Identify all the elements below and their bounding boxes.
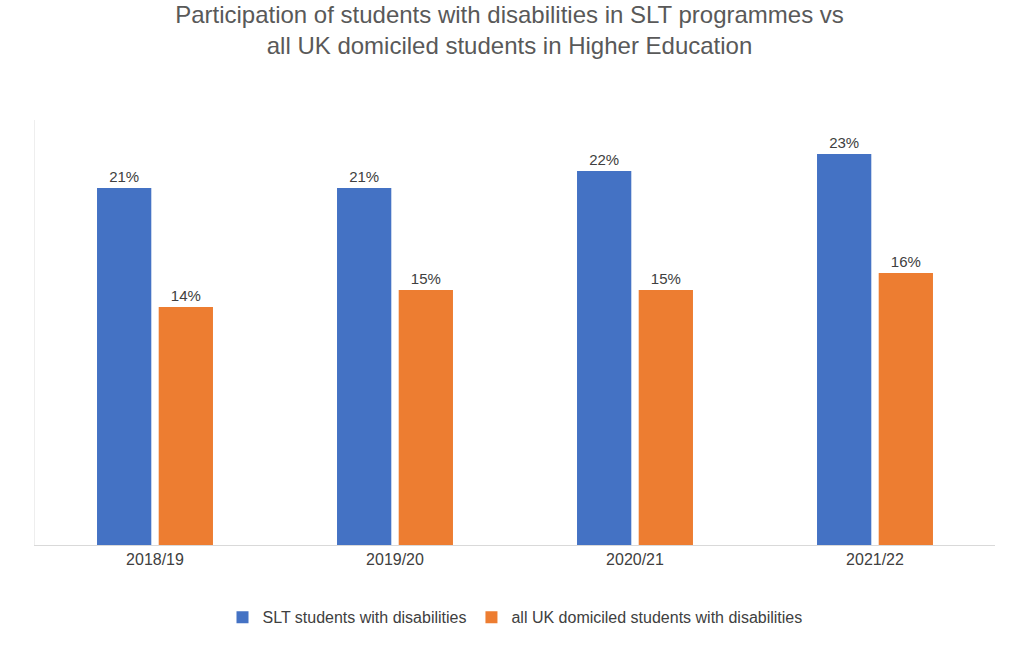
svg-text:Participation of students with: Participation of students with disabilit… xyxy=(175,1,844,59)
svg-text:21%: 21% xyxy=(109,168,139,185)
svg-text:2021/22: 2021/22 xyxy=(846,551,904,568)
svg-text:2019/20: 2019/20 xyxy=(366,551,424,568)
svg-text:22%: 22% xyxy=(589,151,619,168)
svg-text:all UK domiciled students with: all UK domiciled students with disabilit… xyxy=(511,609,802,626)
svg-text:16%: 16% xyxy=(891,253,921,270)
svg-text:SLT students with disabilities: SLT students with disabilities xyxy=(263,609,467,626)
svg-text:15%: 15% xyxy=(651,270,681,287)
svg-text:21%: 21% xyxy=(349,168,379,185)
svg-text:2020/21: 2020/21 xyxy=(606,551,664,568)
svg-text:2018/19: 2018/19 xyxy=(126,551,184,568)
svg-text:14%: 14% xyxy=(171,287,201,304)
svg-text:15%: 15% xyxy=(411,270,441,287)
svg-text:23%: 23% xyxy=(829,134,859,151)
